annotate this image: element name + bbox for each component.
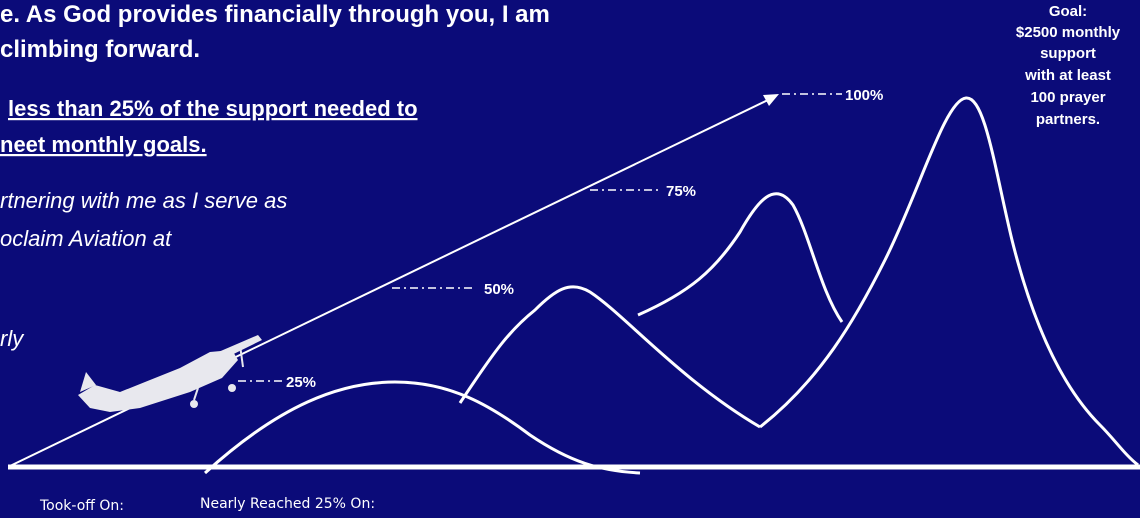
footer-label: Nearly Reached 25% On: xyxy=(200,496,375,512)
goal-line: Goal: xyxy=(1049,3,1087,20)
goal-line: with at least xyxy=(1024,67,1111,84)
milestone-label: 25% xyxy=(286,374,316,391)
status-line: neet monthly goals. xyxy=(0,132,207,157)
invite-line: rtnering with me as I serve as xyxy=(0,188,287,213)
status-line: less than 25% of the support needed to xyxy=(8,96,418,121)
goal-line: $2500 monthly xyxy=(1016,24,1121,41)
slide: e. As God provides financially through y… xyxy=(0,0,1140,518)
intro-line: climbing forward. xyxy=(0,36,200,63)
milestone-label: 100% xyxy=(845,87,883,104)
intro-line: e. As God provides financially through y… xyxy=(0,1,550,28)
footer-label: Took-off On: xyxy=(39,498,124,514)
goal-line: 100 prayer xyxy=(1030,89,1105,106)
goal-line: support xyxy=(1040,45,1096,62)
invite-line: rly xyxy=(0,326,25,351)
milestone-label: 50% xyxy=(484,281,514,298)
background xyxy=(0,0,1140,518)
milestone-label: 75% xyxy=(666,183,696,200)
goal-line: partners. xyxy=(1036,111,1100,128)
invite-line: oclaim Aviation at xyxy=(0,226,172,251)
